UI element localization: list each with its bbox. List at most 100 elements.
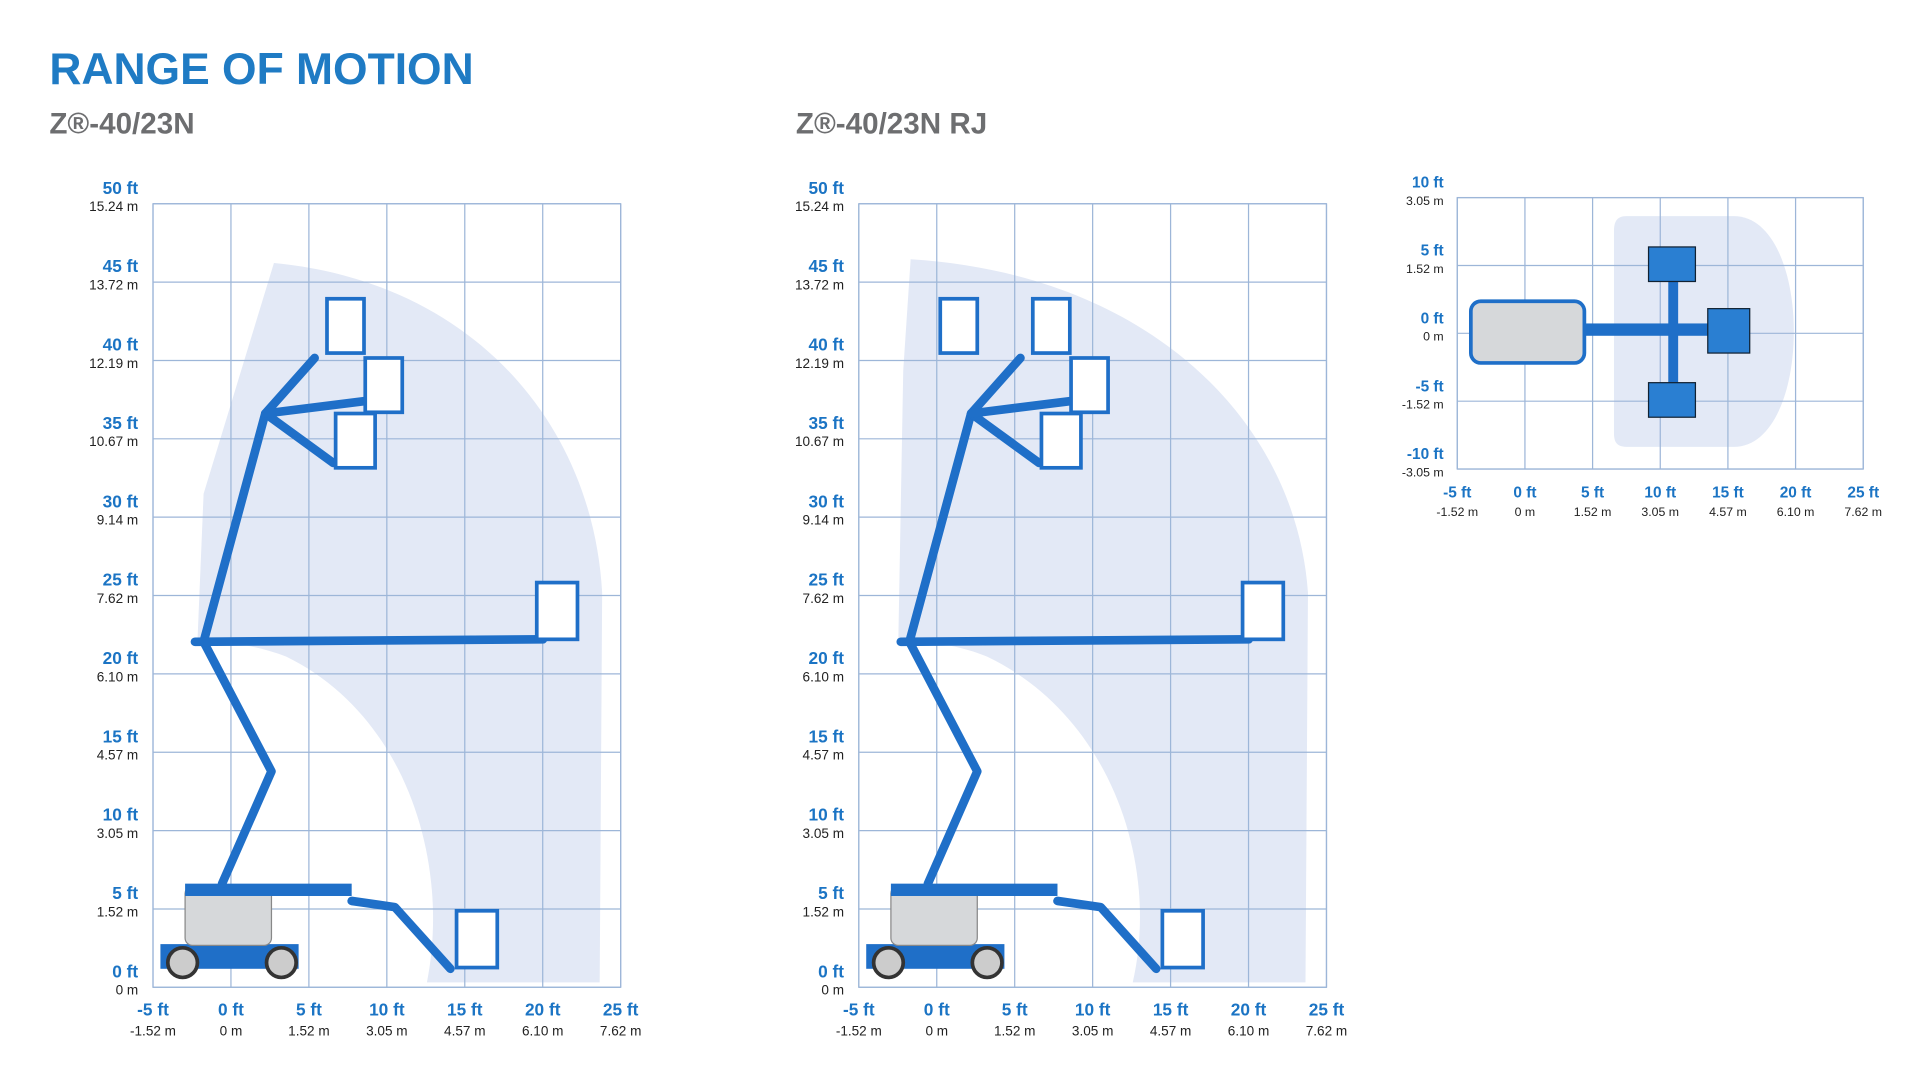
x-label-ft: 0 ft: [1513, 484, 1536, 501]
grid-panel: -5 ft-1.52 m0 ft0 m5 ft1.52 m10 ft3.05 m…: [89, 178, 641, 1039]
y-label-m: 7.62 m: [97, 591, 138, 606]
x-label-ft: 5 ft: [296, 1000, 322, 1020]
platform: [333, 411, 377, 470]
y-label-m: 0 m: [116, 983, 139, 998]
y-label-ft: 25 ft: [103, 570, 139, 590]
main-boom: [190, 635, 548, 647]
platform: [938, 296, 980, 355]
x-label-ft: 15 ft: [1712, 484, 1744, 501]
y-label-m: 1.52 m: [97, 904, 138, 919]
x-label-ft: 10 ft: [1644, 484, 1676, 501]
x-label-ft: 0 ft: [218, 1000, 244, 1020]
y-label-ft: 15 ft: [103, 726, 139, 746]
wheel: [165, 945, 200, 980]
x-label-m: 3.05 m: [1072, 1023, 1113, 1038]
y-label-ft: 45 ft: [808, 256, 844, 276]
x-label-m: -1.52 m: [836, 1023, 882, 1038]
boom: [1584, 323, 1721, 336]
y-label-ft: 15 ft: [808, 726, 844, 746]
y-label-ft: 10 ft: [103, 805, 139, 825]
x-label-ft: 5 ft: [1002, 1000, 1028, 1020]
jib: [1668, 281, 1679, 383]
y-label-m: 15.24 m: [89, 199, 138, 214]
x-label-ft: 15 ft: [447, 1000, 483, 1020]
y-label-ft: 10 ft: [1412, 175, 1444, 192]
y-label-ft: 30 ft: [808, 491, 844, 511]
x-label-m: 4.57 m: [1709, 505, 1747, 519]
riser-boom: [199, 637, 276, 888]
x-label-m: 1.52 m: [288, 1023, 329, 1038]
top-view-machine: [1468, 246, 1751, 418]
x-label-m: 6.10 m: [1228, 1023, 1269, 1038]
platform: [454, 908, 500, 970]
y-label-ft: 5 ft: [818, 883, 844, 903]
x-label-m: 3.05 m: [1641, 505, 1679, 519]
x-label-ft: 15 ft: [1153, 1000, 1189, 1020]
platform: [1707, 308, 1751, 354]
x-label-m: 4.57 m: [444, 1023, 485, 1038]
jib: [260, 396, 369, 418]
y-label-ft: 0 ft: [1421, 310, 1444, 327]
y-label-ft: 5 ft: [112, 883, 138, 903]
x-label-m: -1.52 m: [130, 1023, 176, 1038]
x-label-m: 7.62 m: [1844, 505, 1882, 519]
x-label-m: 0 m: [925, 1023, 948, 1038]
y-label-m: 15.24 m: [795, 199, 844, 214]
x-label-ft: -5 ft: [1443, 484, 1471, 501]
y-label-m: 3.05 m: [1406, 194, 1444, 208]
platform: [534, 580, 580, 642]
x-label-m: 1.52 m: [1574, 505, 1612, 519]
jib: [347, 896, 455, 974]
y-label-m: 10.67 m: [795, 434, 844, 449]
x-label-m: 6.10 m: [1777, 505, 1815, 519]
x-label-ft: 25 ft: [1309, 1000, 1345, 1020]
x-label-ft: 20 ft: [1231, 1000, 1267, 1020]
x-label-m: 1.52 m: [994, 1023, 1035, 1038]
machine-illustration: [160, 296, 580, 980]
x-label-ft: -5 ft: [137, 1000, 169, 1020]
y-label-m: 6.10 m: [97, 669, 138, 684]
x-label-ft: -5 ft: [843, 1000, 875, 1020]
page-title: RANGE OF MOTION: [49, 45, 473, 94]
x-label-ft: 5 ft: [1581, 484, 1604, 501]
y-label-m: 3.05 m: [97, 826, 138, 841]
chassis: [1468, 299, 1587, 365]
turntable: [185, 883, 352, 896]
y-label-ft: 45 ft: [103, 256, 139, 276]
platform: [1647, 246, 1697, 283]
y-label-ft: 35 ft: [103, 413, 139, 433]
y-label-ft: 50 ft: [103, 178, 139, 198]
wheel: [264, 945, 298, 980]
platform: [1647, 382, 1697, 418]
model-title: Z®-40/23N: [49, 107, 194, 140]
x-label-m: 7.62 m: [1306, 1023, 1347, 1038]
y-label-m: 10.67 m: [89, 434, 138, 449]
model-title: Z®-40/23N RJ: [796, 107, 987, 140]
y-label-ft: 10 ft: [808, 805, 844, 825]
y-label-m: 6.10 m: [803, 669, 844, 684]
jib: [260, 409, 338, 468]
y-label-m: 12.19 m: [795, 356, 844, 371]
y-label-m: 9.14 m: [803, 513, 844, 528]
y-label-m: 13.72 m: [89, 278, 138, 293]
y-label-ft: 25 ft: [808, 570, 844, 590]
y-label-ft: 0 ft: [112, 961, 138, 981]
x-label-ft: 25 ft: [1847, 484, 1879, 501]
x-label-ft: 0 ft: [924, 1000, 950, 1020]
y-label-ft: 20 ft: [808, 648, 844, 668]
y-label-m: 7.62 m: [803, 591, 844, 606]
y-label-ft: 30 ft: [103, 491, 139, 511]
x-label-m: 7.62 m: [600, 1023, 641, 1038]
y-label-ft: 20 ft: [103, 648, 139, 668]
x-label-m: 4.57 m: [1150, 1023, 1191, 1038]
x-label-m: 0 m: [220, 1023, 243, 1038]
x-label-m: 0 m: [1515, 505, 1536, 519]
y-label-ft: 5 ft: [1421, 243, 1444, 260]
x-label-m: -1.52 m: [1436, 505, 1478, 519]
y-label-ft: 40 ft: [103, 335, 139, 355]
x-label-ft: 20 ft: [1780, 484, 1812, 501]
x-label-ft: 20 ft: [525, 1000, 561, 1020]
y-label-ft: -10 ft: [1407, 446, 1444, 463]
